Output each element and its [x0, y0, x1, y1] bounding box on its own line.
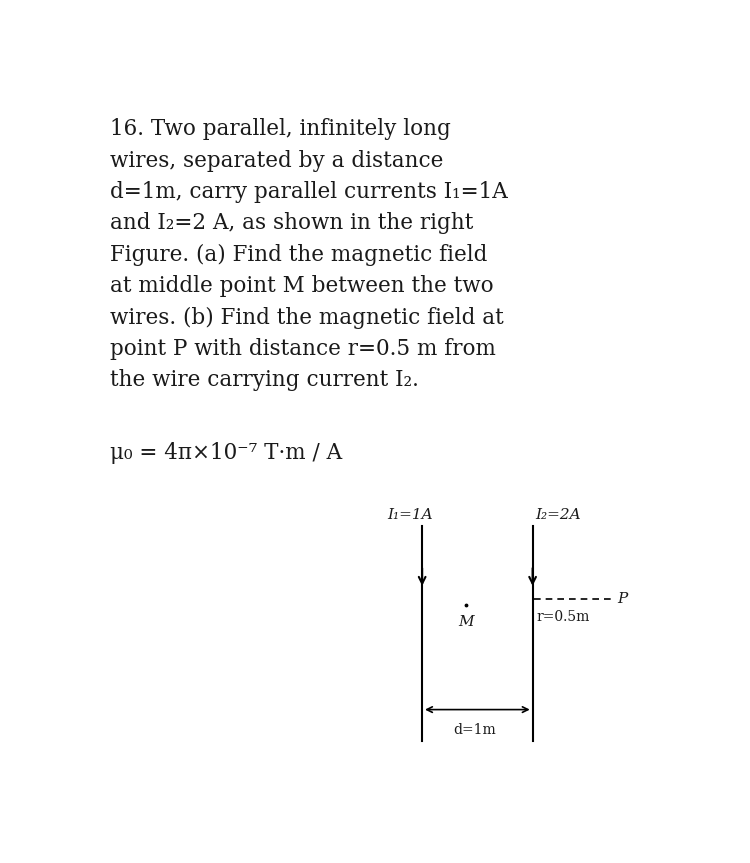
Text: P: P: [616, 592, 627, 606]
Text: d=1m: d=1m: [453, 723, 496, 737]
Text: μ₀ = 4π×10⁻⁷ T·m / A: μ₀ = 4π×10⁻⁷ T·m / A: [110, 443, 342, 464]
Text: I₂=2A: I₂=2A: [536, 508, 581, 522]
Text: I₁=1A: I₁=1A: [387, 508, 433, 522]
Text: M: M: [458, 614, 473, 629]
Text: r=0.5m: r=0.5m: [537, 610, 590, 624]
Text: 16. Two parallel, infinitely long
wires, separated by a distance
d=1m, carry par: 16. Two parallel, infinitely long wires,…: [110, 118, 508, 391]
